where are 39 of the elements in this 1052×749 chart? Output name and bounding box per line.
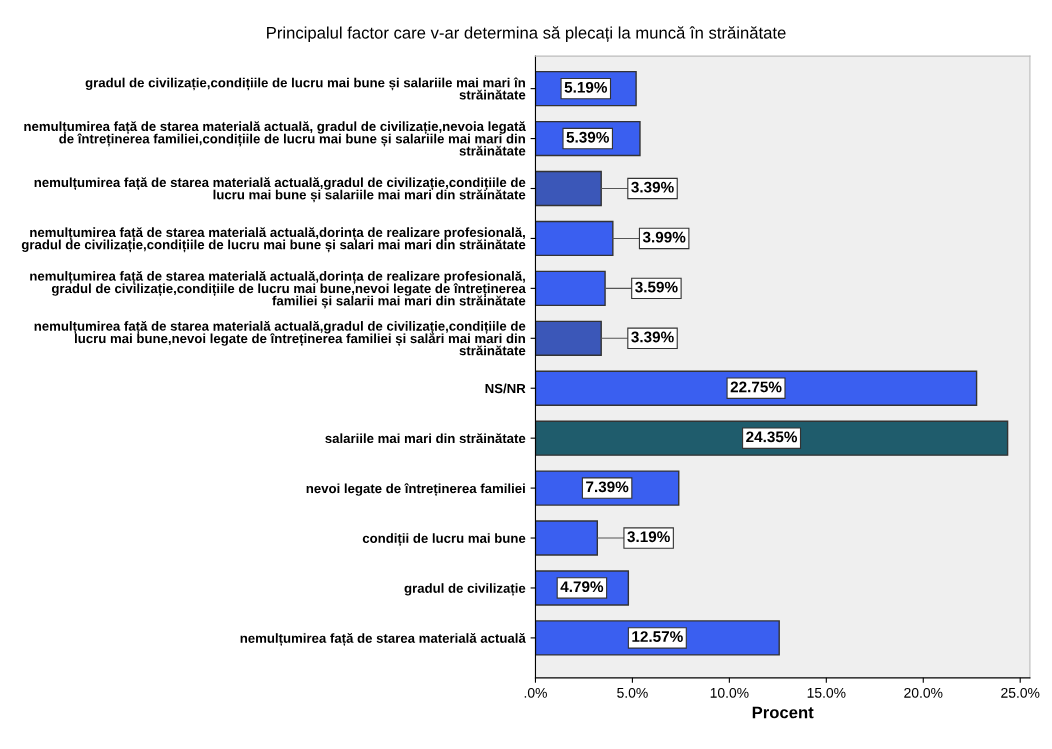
y-tick-label: nemulțumirea față de starea materială actuală,gradul de civilizație,condițiile de lucru mai bune și salariile mai mari din străinătate xyxy=(34,177,526,203)
data-label: 5.39% xyxy=(566,131,609,143)
y-tick-label: salariile mai mari din străinătate xyxy=(325,433,526,444)
data-label: 5.19% xyxy=(564,81,608,93)
data-label: 22.75% xyxy=(730,381,782,393)
data-label: 24.35% xyxy=(746,431,798,443)
bar xyxy=(535,370,978,406)
bar xyxy=(535,420,1009,456)
chart-title: Principalul factor care v-ar determina să plecați la muncă în străinătate xyxy=(267,26,786,43)
y-tick-label: nemulțumirea față de starea materială actuală,dorința de realizare profesională, gradul de civilizație,condițiile de lucru mai bune,nevoi legate de întreținerea familiei și salarii mai mari din străinătate xyxy=(30,270,526,309)
x-tick-label: 25.0% xyxy=(1001,687,1040,698)
bar xyxy=(535,170,602,207)
y-tick-label: gradul de civilizație xyxy=(404,583,526,596)
data-label: 7.39% xyxy=(586,481,629,493)
data-label: 3.39% xyxy=(631,181,674,193)
x-tick-label: 15.0% xyxy=(807,687,846,698)
data-label: 3.59% xyxy=(635,281,678,293)
x-tick-label: 20.0% xyxy=(904,687,943,698)
data-label: 3.39% xyxy=(631,331,674,343)
data-label: 4.79% xyxy=(560,581,604,593)
x-tick-label: .0% xyxy=(524,687,547,698)
data-label: 3.99% xyxy=(642,231,686,243)
bar xyxy=(535,220,614,257)
data-label: 3.19% xyxy=(627,531,670,543)
y-tick-label: nemulțumirea față de starea materială actuală,dorința de realizare profesională, gradul de civilizație,condițiile de lucru mai bune și salari mai mari din străinătate xyxy=(21,227,526,253)
bar xyxy=(535,270,606,307)
x-tick-label: 10.0% xyxy=(710,687,749,698)
y-tick-label: nemulțumirea față de starea materială actuală xyxy=(240,633,526,646)
y-tick-label: nemulțumirea față de starea materială actuală, gradul de civilizație,nevoia legată de întreținerea familiei,condițiile de lucru mai bune și salariile mai mari din străinătate xyxy=(24,121,526,156)
data-label: 12.57% xyxy=(632,631,683,642)
x-axis-title: Procent xyxy=(752,706,814,719)
y-tick-label: gradul de civilizație,condițiile de lucru mai bune și salariile mai mari în străinătate xyxy=(85,77,526,100)
x-tick-label: 5.0% xyxy=(617,687,648,698)
y-tick-label: condiții de lucru mai bune xyxy=(362,533,526,546)
y-tick-label: nemulțumirea față de starea materială actuală,gradul de civilizație,condițiile de lucru mai bune,nevoi legate de întreținerea familiei și salări mai mari din străinătate xyxy=(34,320,526,356)
y-tick-label: nevoi legate de întreținerea familiei xyxy=(306,483,525,497)
bar xyxy=(535,520,599,556)
bar xyxy=(535,320,602,356)
y-tick-label: NS/NR xyxy=(485,383,526,394)
